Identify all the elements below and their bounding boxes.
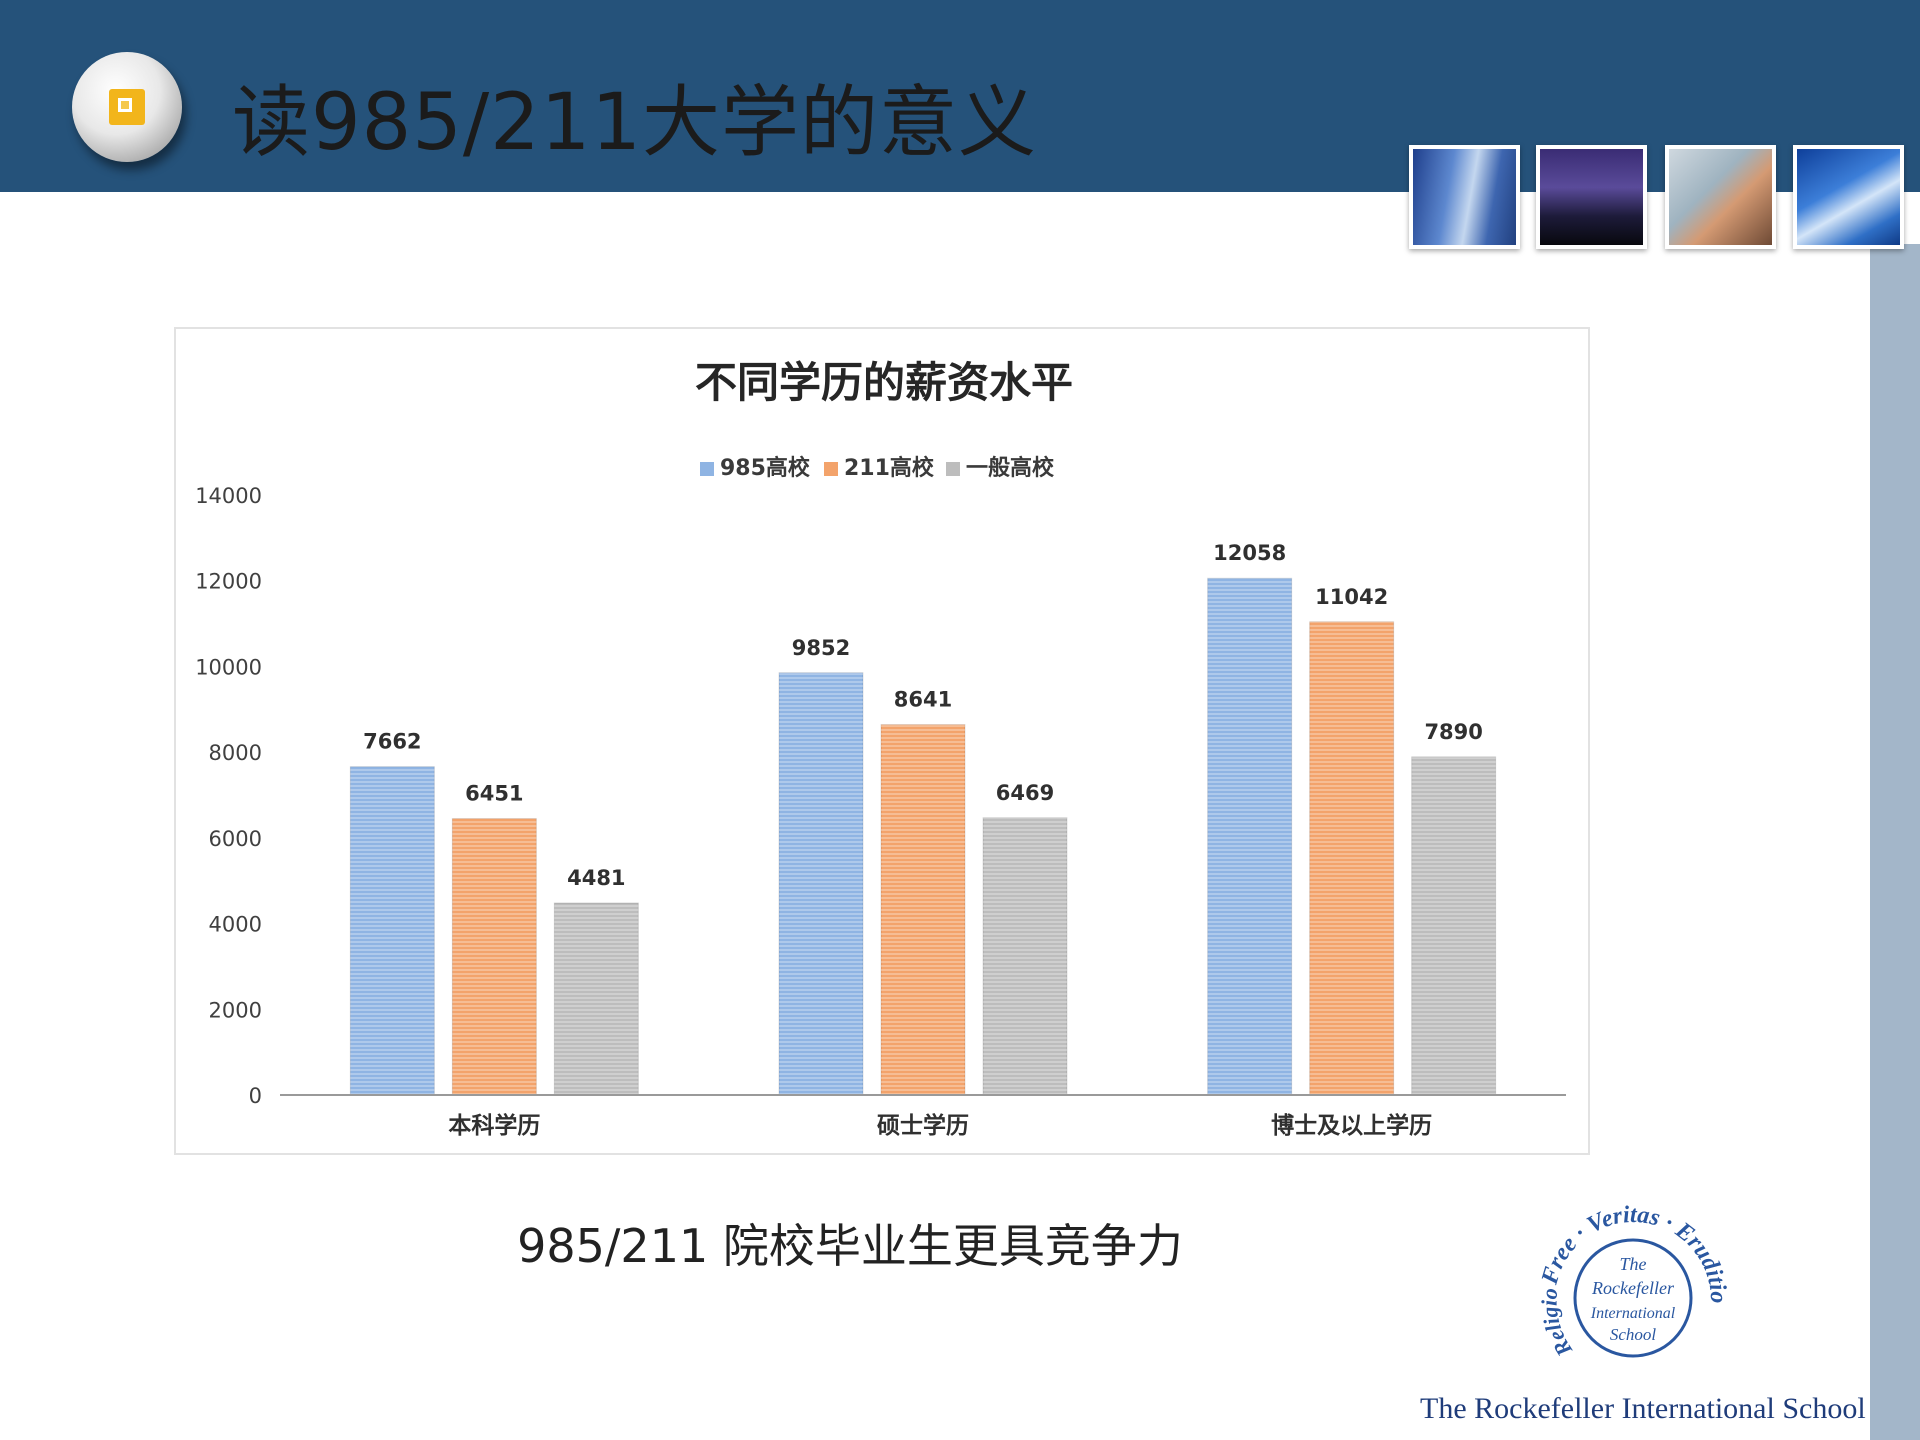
- school-seal: Free · Veritas · Eruditio Religio The Ro…: [1536, 1202, 1731, 1362]
- data-label-1-0: 9852: [792, 636, 850, 660]
- bars: [349, 577, 1497, 1096]
- data-labels: 7662 6451 4481 9852 8641 6469 12058 11042 7890: [363, 541, 1483, 890]
- legend-label-1: 211高校: [844, 455, 935, 481]
- bar-texture-2-0: [1207, 578, 1292, 1095]
- seal-the: The: [1620, 1254, 1647, 1274]
- bar-texture-0-2: [554, 902, 639, 1095]
- legend-swatch-0: [700, 462, 714, 476]
- chart-canvas: 不同学历的薪资水平 985高校 211高校 一般高校 0 2000 4000 6000 80…: [195, 358, 1566, 1139]
- slide-badge-icon: [72, 52, 182, 162]
- legend-label-0: 985高校: [720, 455, 811, 481]
- seal-religio: Religio: [1536, 1287, 1577, 1362]
- header-photo-night-city: [1536, 145, 1647, 249]
- bar-texture-2-1: [1309, 621, 1394, 1095]
- seal-international: International: [1590, 1305, 1676, 1322]
- x-tick-label-1: 硕士学历: [877, 1112, 969, 1139]
- header-photo-tower: [1793, 145, 1904, 249]
- salary-chart: 不同学历的薪资水平 985高校 211高校 一般高校 0 2000 4000 6000 80…: [174, 327, 1590, 1155]
- side-accent-bar: [1870, 244, 1920, 1440]
- header-photo-skyscraper: [1409, 145, 1520, 249]
- data-label-0-0: 7662: [363, 730, 421, 754]
- y-tick-label-3: 6000: [209, 827, 262, 851]
- data-label-1-1: 8641: [894, 688, 952, 712]
- seal-school: School: [1610, 1325, 1657, 1344]
- seal-religio-path: Religio: [1536, 1287, 1577, 1362]
- seal-rockefeller: Rockefeller: [1591, 1278, 1675, 1298]
- bar-texture-1-1: [881, 724, 965, 1095]
- data-label-0-1: 6451: [465, 782, 523, 806]
- chart-title: 不同学历的薪资水平: [695, 358, 1073, 407]
- y-tick-label-7: 14000: [195, 484, 262, 508]
- bar-texture-1-2: [983, 817, 1067, 1095]
- x-tick-label-0: 本科学历: [448, 1112, 540, 1139]
- y-tick-label-1: 2000: [209, 998, 262, 1022]
- x-axis: 本科学历 硕士学历 博士及以上学历: [280, 1094, 1566, 1139]
- bar-texture-0-1: [452, 818, 537, 1095]
- slide-title: 读985/211大学的意义: [232, 78, 1038, 168]
- slide-caption: 985/211 院校毕业生更具竞争力: [517, 1219, 1183, 1273]
- y-tick-label-5: 10000: [195, 655, 262, 679]
- school-name: The Rockefeller International School: [1420, 1392, 1866, 1425]
- data-label-2-1: 11042: [1315, 585, 1388, 609]
- header-photo-phone-call: [1665, 145, 1776, 249]
- y-tick-label-0: 0: [249, 1084, 262, 1108]
- y-tick-label-4: 8000: [209, 741, 262, 765]
- bar-texture-1-0: [779, 672, 863, 1095]
- badge-square: [109, 89, 145, 125]
- y-tick-label-6: 12000: [195, 570, 262, 594]
- y-axis: 0 2000 4000 6000 8000 10000 12000 14000: [195, 484, 262, 1108]
- data-label-1-2: 6469: [996, 781, 1054, 805]
- data-label-2-0: 12058: [1213, 541, 1286, 565]
- legend-label-2: 一般高校: [966, 455, 1055, 481]
- y-tick-label-2: 4000: [209, 913, 262, 937]
- legend-swatch-1: [824, 462, 838, 476]
- bar-texture-0-0: [350, 766, 435, 1095]
- x-tick-label-2: 博士及以上学历: [1271, 1112, 1432, 1139]
- legend-swatch-2: [946, 462, 960, 476]
- chart-legend: 985高校 211高校 一般高校: [700, 455, 1055, 481]
- data-label-0-2: 4481: [567, 866, 625, 890]
- bar-texture-2-2: [1411, 756, 1496, 1095]
- data-label-2-2: 7890: [1424, 720, 1482, 744]
